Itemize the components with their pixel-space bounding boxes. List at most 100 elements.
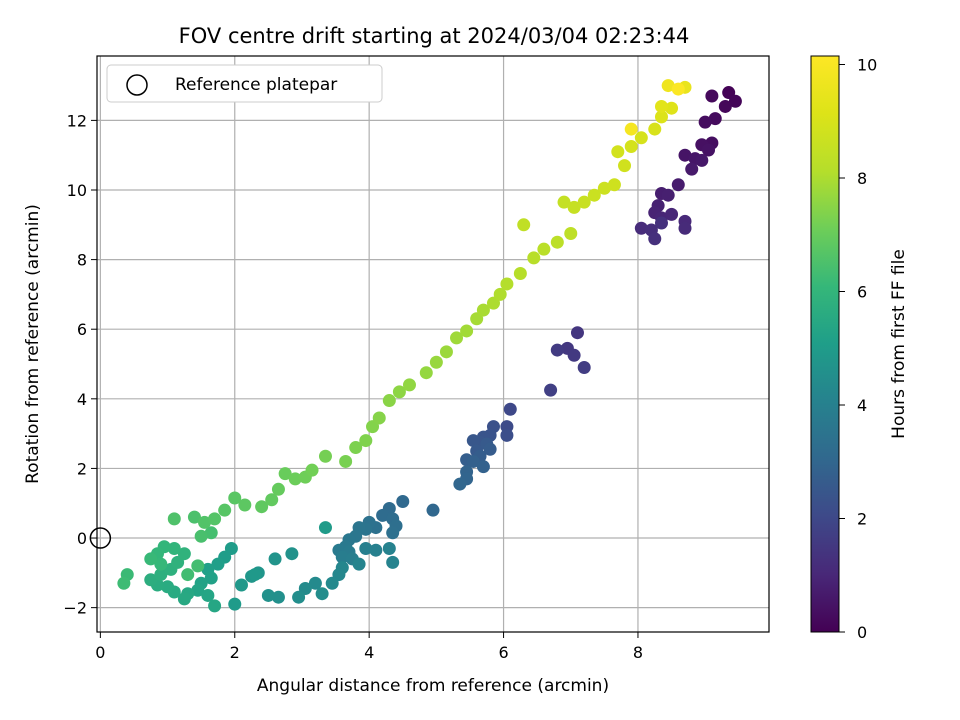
data-point	[211, 557, 225, 571]
colorbar-tick-label: 10	[857, 56, 877, 75]
data-point	[144, 573, 158, 587]
data-point	[204, 571, 218, 585]
colorbar: 0 2 4 6 8 10 Hours from first FF file	[810, 55, 909, 642]
data-point	[208, 512, 222, 526]
data-point	[369, 543, 383, 557]
data-point	[234, 578, 248, 592]
data-point	[248, 568, 262, 582]
data-point	[718, 99, 732, 113]
data-point	[161, 580, 175, 594]
data-point	[349, 441, 363, 455]
data-point	[577, 195, 591, 209]
x-tick-label: 0	[95, 643, 105, 662]
data-point	[339, 454, 353, 468]
data-point	[567, 348, 581, 362]
data-point	[564, 226, 578, 240]
data-point	[671, 82, 685, 96]
data-point	[268, 552, 282, 566]
colorbar-tick-label: 6	[857, 283, 867, 302]
x-tick-label: 8	[633, 643, 643, 662]
y-tick-label: 12	[67, 111, 87, 130]
data-point	[402, 378, 416, 392]
y-tick-label: 0	[77, 529, 87, 548]
data-point	[695, 153, 709, 167]
y-axis-ticks: −2 0 2 4 6 8 10 12	[63, 111, 97, 618]
data-point	[177, 592, 191, 606]
data-point	[466, 454, 480, 468]
data-point	[570, 326, 584, 340]
data-point	[292, 590, 306, 604]
data-point	[194, 529, 208, 543]
colorbar-ticks: 0 2 4 6 8 10	[839, 56, 877, 642]
data-point	[654, 216, 668, 230]
data-point	[483, 442, 497, 456]
data-point	[419, 366, 433, 380]
data-point	[255, 500, 269, 514]
data-point	[278, 467, 292, 481]
data-point	[466, 434, 480, 448]
data-point	[618, 159, 632, 173]
data-points	[89, 79, 742, 613]
data-point	[654, 110, 668, 124]
data-point	[493, 287, 507, 301]
data-point	[634, 131, 648, 145]
data-point	[702, 143, 716, 157]
data-point	[177, 547, 191, 561]
data-point	[624, 139, 638, 153]
legend-box	[106, 64, 383, 103]
data-point	[557, 195, 571, 209]
data-point	[661, 188, 675, 202]
y-tick-label: 2	[77, 459, 87, 478]
data-point	[426, 503, 440, 517]
data-point	[597, 181, 611, 195]
data-point	[144, 552, 158, 566]
data-point	[305, 463, 319, 477]
data-point	[476, 460, 490, 474]
data-point	[335, 550, 349, 564]
data-point	[191, 583, 205, 597]
data-point	[218, 503, 232, 517]
data-point	[607, 178, 621, 192]
data-point	[191, 559, 205, 573]
data-point	[271, 482, 285, 496]
data-point	[728, 94, 742, 108]
data-point	[671, 178, 685, 192]
data-point	[288, 472, 302, 486]
data-point	[698, 115, 712, 129]
data-point	[665, 101, 679, 115]
y-tick-label: 8	[77, 251, 87, 270]
data-point	[476, 303, 490, 317]
data-point	[550, 343, 564, 357]
data-point	[567, 200, 581, 214]
y-tick-label: 10	[67, 181, 87, 200]
data-point	[705, 89, 719, 103]
data-point	[537, 242, 551, 256]
data-point	[503, 402, 517, 416]
data-point	[439, 345, 453, 359]
data-point	[678, 221, 692, 235]
data-point	[685, 162, 699, 176]
data-point	[587, 188, 601, 202]
reference-point-marker	[89, 527, 112, 549]
data-point	[624, 122, 638, 136]
plot-frame	[96, 55, 770, 633]
data-point	[228, 597, 242, 611]
legend-label: Reference platepar	[175, 75, 337, 95]
data-point	[271, 590, 285, 604]
data-point	[359, 434, 373, 448]
data-point	[228, 491, 242, 505]
data-point	[460, 324, 474, 338]
colorbar-tick-label: 8	[857, 169, 867, 188]
data-point	[154, 568, 168, 582]
data-point	[678, 148, 692, 162]
data-point	[648, 232, 662, 246]
data-point	[396, 494, 410, 508]
data-point	[517, 218, 531, 232]
colorbar-tick-label: 2	[857, 510, 867, 529]
y-tick-label: −2	[63, 599, 87, 618]
data-point	[201, 588, 215, 602]
data-point	[238, 498, 252, 512]
grid-lines	[97, 56, 769, 632]
data-point	[285, 547, 299, 561]
